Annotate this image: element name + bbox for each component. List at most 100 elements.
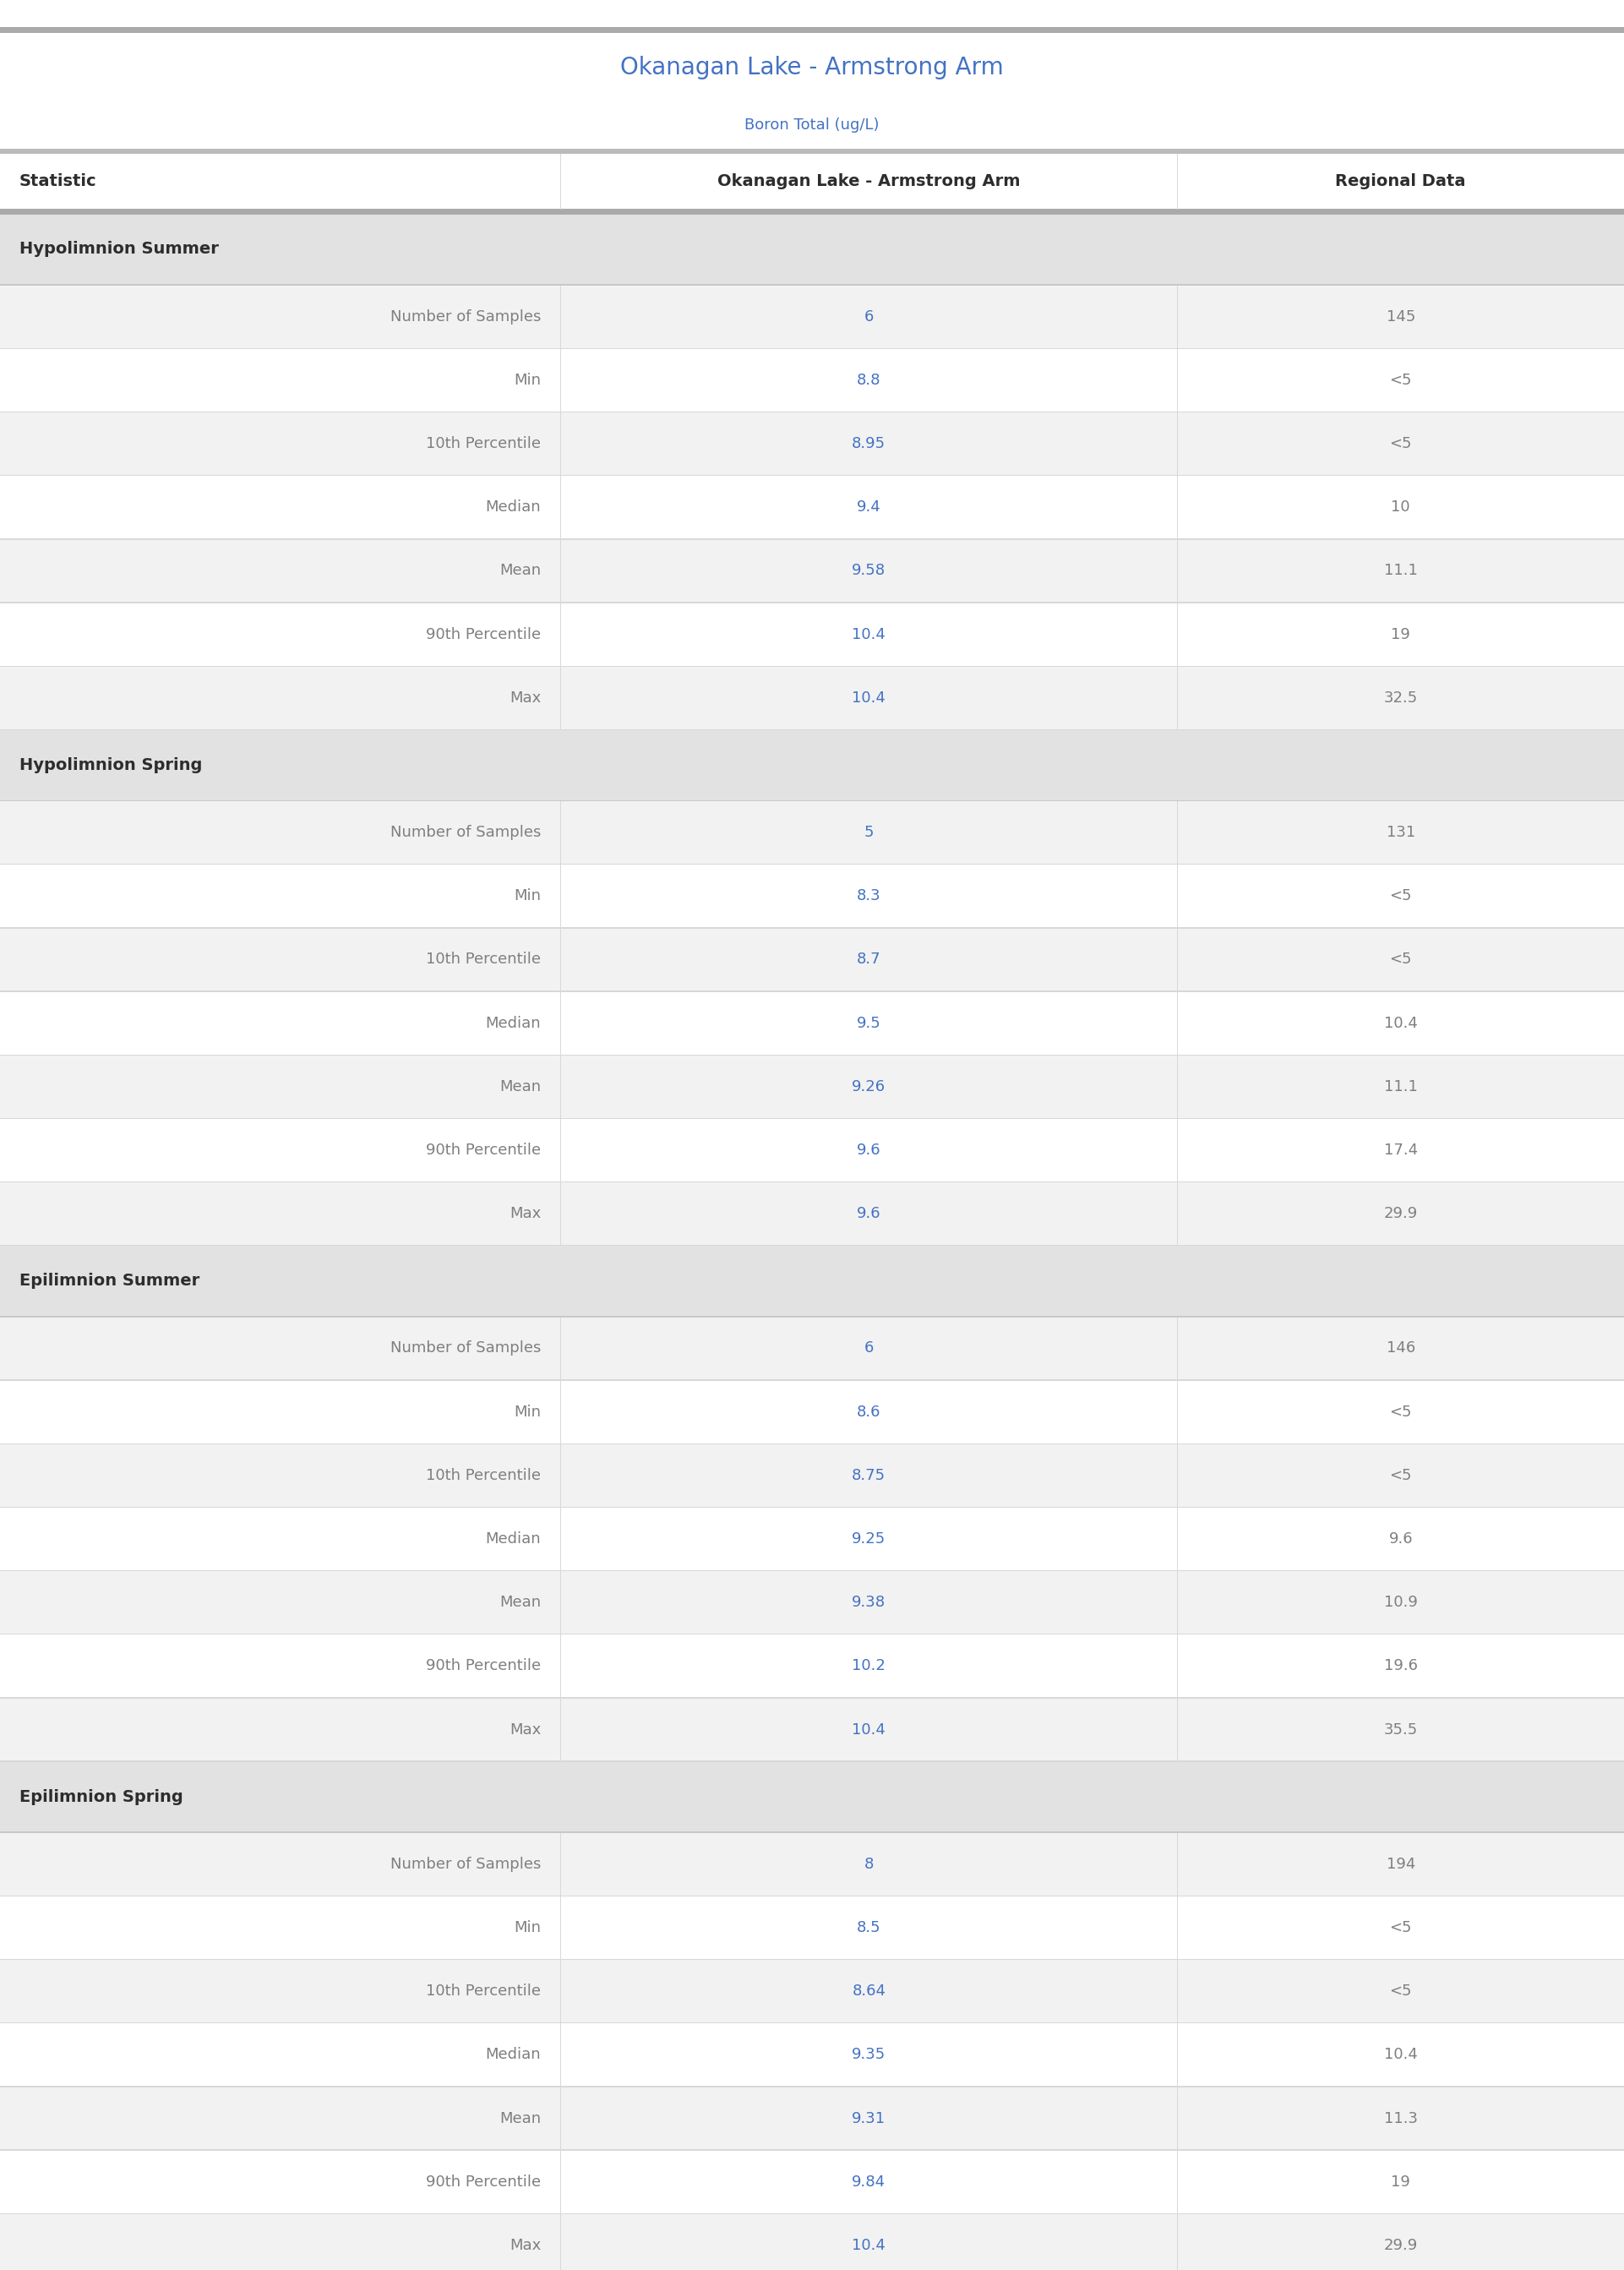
Text: 10th Percentile: 10th Percentile: [425, 1984, 541, 2000]
Text: 9.25: 9.25: [853, 1532, 885, 1546]
Text: 29.9: 29.9: [1384, 2238, 1418, 2254]
Text: 11.1: 11.1: [1384, 563, 1418, 579]
Text: Max: Max: [510, 1205, 541, 1221]
Bar: [0, 32, 1624, 102]
Text: 8: 8: [864, 1857, 874, 1873]
Text: 19: 19: [1392, 2175, 1410, 2191]
Bar: [0, 928, 1624, 990]
Text: 90th Percentile: 90th Percentile: [425, 1659, 541, 1673]
Text: 29.9: 29.9: [1384, 1205, 1418, 1221]
Bar: [0, 801, 1624, 865]
Text: 90th Percentile: 90th Percentile: [425, 1142, 541, 1158]
Bar: [0, 350, 1624, 411]
Text: <5: <5: [1390, 1920, 1411, 1936]
Text: 10: 10: [1392, 499, 1410, 515]
Text: Okanagan Lake - Armstrong Arm: Okanagan Lake - Armstrong Arm: [718, 173, 1020, 188]
Text: 10th Percentile: 10th Percentile: [425, 436, 541, 452]
Text: 11.3: 11.3: [1384, 2111, 1418, 2127]
Bar: [0, 2086, 1624, 2150]
Text: <5: <5: [1390, 951, 1411, 967]
Text: Max: Max: [510, 1723, 541, 1737]
Bar: [0, 865, 1624, 926]
Text: Median: Median: [486, 1532, 541, 1546]
Text: 6: 6: [864, 309, 874, 325]
Bar: [0, 1444, 1624, 1507]
Text: 9.26: 9.26: [853, 1078, 885, 1094]
Bar: [0, 540, 1624, 602]
Text: 8.5: 8.5: [857, 1920, 880, 1936]
Text: 8.6: 8.6: [857, 1405, 880, 1419]
Text: 9.84: 9.84: [853, 2175, 885, 2191]
Text: Mean: Mean: [499, 2111, 541, 2127]
Text: 9.6: 9.6: [857, 1142, 880, 1158]
Bar: [0, 1380, 1624, 1444]
Text: 131: 131: [1387, 824, 1415, 840]
Text: 8.64: 8.64: [853, 1984, 885, 2000]
Text: 90th Percentile: 90th Percentile: [425, 627, 541, 642]
Text: 146: 146: [1387, 1342, 1415, 1355]
Text: 10.4: 10.4: [853, 2238, 885, 2254]
Text: 8.8: 8.8: [857, 372, 880, 388]
Text: 9.35: 9.35: [853, 2048, 885, 2063]
Text: Number of Samples: Number of Samples: [390, 1857, 541, 1873]
Bar: [0, 1762, 1624, 1832]
Text: 10.4: 10.4: [1384, 1015, 1418, 1031]
Text: Min: Min: [513, 372, 541, 388]
Text: Median: Median: [486, 2048, 541, 2063]
Text: Median: Median: [486, 1015, 541, 1031]
Text: 8.3: 8.3: [857, 888, 880, 903]
Text: Epilimnion Summer: Epilimnion Summer: [19, 1273, 200, 1289]
Text: Statistic: Statistic: [19, 173, 97, 188]
Text: Mean: Mean: [499, 1596, 541, 1609]
Text: 10.4: 10.4: [1384, 2048, 1418, 2063]
Text: 8.75: 8.75: [853, 1469, 885, 1482]
Text: 9.6: 9.6: [857, 1205, 880, 1221]
Text: 10.4: 10.4: [853, 690, 885, 706]
Text: 9.31: 9.31: [853, 2111, 885, 2127]
Text: Mean: Mean: [499, 563, 541, 579]
Text: Min: Min: [513, 1405, 541, 1419]
Text: Min: Min: [513, 1920, 541, 1936]
Bar: [0, 1056, 1624, 1117]
Bar: [0, 102, 1624, 148]
Text: 10.9: 10.9: [1384, 1596, 1418, 1609]
Text: 11.1: 11.1: [1384, 1078, 1418, 1094]
Bar: [0, 1634, 1624, 1698]
Bar: [0, 992, 1624, 1053]
Text: <5: <5: [1390, 436, 1411, 452]
Bar: [0, 667, 1624, 729]
Text: Mean: Mean: [499, 1078, 541, 1094]
Text: <5: <5: [1390, 1405, 1411, 1419]
Text: <5: <5: [1390, 1984, 1411, 2000]
Text: 6: 6: [864, 1342, 874, 1355]
Bar: [0, 1317, 1624, 1380]
Text: 10.4: 10.4: [853, 1723, 885, 1737]
Bar: [0, 1119, 1624, 1180]
Text: 90th Percentile: 90th Percentile: [425, 2175, 541, 2191]
Bar: [0, 209, 1624, 213]
Text: 8.95: 8.95: [853, 436, 885, 452]
Bar: [0, 1959, 1624, 2023]
Text: 35.5: 35.5: [1384, 1723, 1418, 1737]
Bar: [0, 148, 1624, 154]
Text: Number of Samples: Number of Samples: [390, 824, 541, 840]
Text: Regional Data: Regional Data: [1335, 173, 1466, 188]
Text: 10th Percentile: 10th Percentile: [425, 951, 541, 967]
Text: <5: <5: [1390, 372, 1411, 388]
Text: 9.6: 9.6: [1389, 1532, 1413, 1546]
Bar: [0, 1698, 1624, 1762]
Text: 17.4: 17.4: [1384, 1142, 1418, 1158]
Text: <5: <5: [1390, 888, 1411, 903]
Bar: [0, 213, 1624, 284]
Bar: [0, 27, 1624, 32]
Text: 10.2: 10.2: [853, 1659, 885, 1673]
Bar: [0, 1246, 1624, 1317]
Text: 10th Percentile: 10th Percentile: [425, 1469, 541, 1482]
Text: 19: 19: [1392, 627, 1410, 642]
Text: 10.4: 10.4: [853, 627, 885, 642]
Bar: [0, 1895, 1624, 1959]
Text: Min: Min: [513, 888, 541, 903]
Text: Number of Samples: Number of Samples: [390, 309, 541, 325]
Bar: [0, 1507, 1624, 1571]
Bar: [0, 1183, 1624, 1244]
